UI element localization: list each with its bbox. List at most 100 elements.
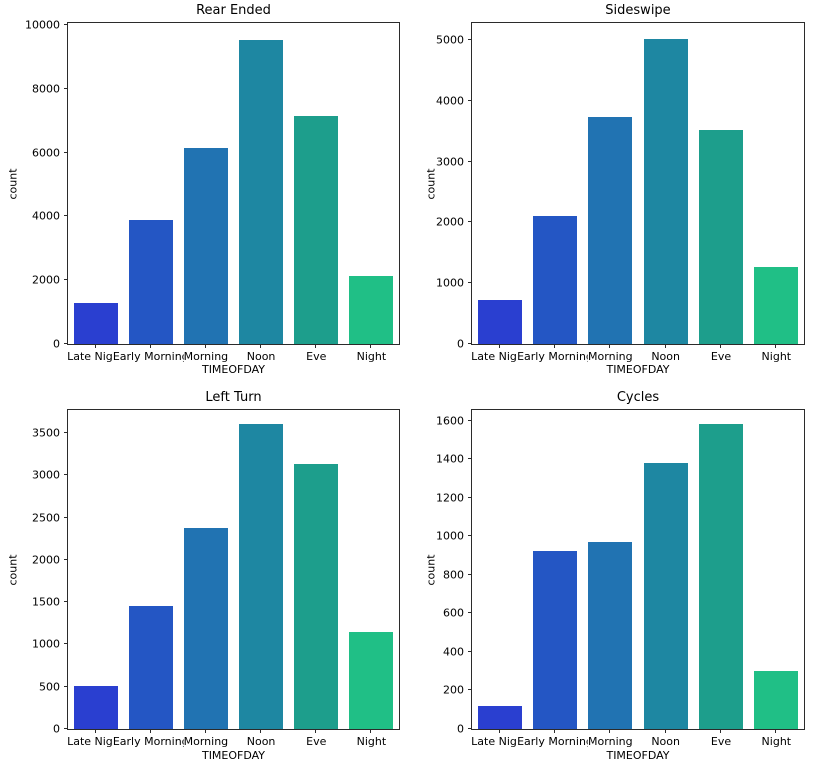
x-tick-label: Eve: [306, 350, 327, 363]
y-tick-label: 8000: [32, 82, 60, 96]
bar-night: [754, 266, 799, 344]
x-axis-label: TIMEOFDAY: [606, 363, 670, 376]
y-tick-mark: [64, 685, 68, 687]
y-axis-label: count: [6, 554, 20, 586]
y-axis-label: count: [6, 168, 20, 200]
x-tick-label: Late Night: [67, 735, 125, 748]
y-tick-label: 2000: [32, 553, 60, 567]
bar-night: [349, 276, 394, 344]
x-tick-label: Night: [356, 350, 387, 363]
x-tick-label: Early Morning: [517, 350, 593, 363]
bar-noon: [239, 39, 284, 344]
plot-area: 0 2000 4000 6000 8000 10000 Late Night Early Mo…: [25, 18, 400, 363]
x-tick-mark: [204, 729, 206, 733]
x-tick-mark: [498, 729, 500, 733]
y-tick-mark: [64, 474, 68, 476]
y-tick-mark: [468, 160, 472, 162]
x-tick-label: Early Morning: [112, 350, 189, 363]
x-tick-mark: [554, 729, 555, 733]
x-tick-mark: [204, 344, 206, 348]
y-tick-mark: [468, 343, 472, 344]
bar-noon: [643, 462, 688, 729]
y-tick-label: 0: [457, 337, 464, 351]
plot-area: 0 1000 2000 3000 4000 5000 Late Night Early Mor…: [436, 22, 805, 363]
y-tick-mark: [64, 23, 68, 25]
y-tick-mark: [468, 496, 472, 498]
x-axis-label: TIMEOFDAY: [201, 363, 266, 376]
x-tick-label: Morning: [183, 350, 229, 363]
x-tick-label: Noon: [651, 735, 680, 748]
chart-title: Left Turn: [205, 390, 262, 405]
bar-night: [349, 631, 394, 729]
bar-eve: [698, 424, 744, 729]
y-tick-label: 3500: [32, 426, 60, 440]
y-tick-mark: [468, 573, 472, 575]
bar-late-night: [477, 705, 522, 729]
y-tick-label: 2500: [32, 511, 60, 525]
y-tick-mark: [468, 282, 472, 284]
x-tick-label: Night: [761, 350, 792, 363]
y-tick-label: 1000: [32, 637, 60, 651]
y-tick-label: 1400: [436, 452, 464, 466]
x-tick-mark: [260, 344, 262, 348]
y-tick-mark: [468, 650, 472, 652]
subplot-cycles: Cycles count 0 200 400 600 800 1000 1200 1400 16…: [420, 390, 840, 778]
y-tick-mark: [64, 643, 68, 645]
chart-title: Cycles: [616, 390, 660, 405]
x-tick-mark: [775, 729, 777, 733]
bar-morning: [588, 116, 633, 344]
y-tick-mark: [468, 99, 472, 101]
chart-title: Sideswipe: [605, 3, 671, 18]
y-tick-label: 5000: [436, 33, 464, 47]
y-axis-label: count: [424, 554, 438, 586]
y-tick-label: 1500: [32, 595, 60, 609]
x-tick-mark: [664, 729, 666, 733]
bar-noon: [239, 423, 284, 729]
y-tick-label: 2000: [436, 215, 464, 229]
y-tick-label: 4000: [436, 94, 464, 108]
x-tick-label: Noon: [246, 350, 276, 363]
y-tick-mark: [64, 516, 68, 518]
y-tick-mark: [468, 612, 472, 614]
y-tick-label: 400: [443, 645, 464, 659]
y-tick-mark: [468, 419, 472, 421]
y-tick-mark: [468, 535, 472, 537]
bar-late-night: [477, 300, 522, 344]
bar-early-morning: [532, 550, 578, 729]
x-tick-mark: [664, 344, 666, 348]
x-tick-label: Noon: [651, 350, 680, 363]
y-tick-label: 200: [443, 683, 464, 697]
bar-noon: [643, 38, 688, 344]
bar-night: [754, 671, 799, 729]
bar-eve: [294, 115, 339, 344]
y-tick-mark: [64, 601, 68, 603]
x-tick-label: Eve: [306, 735, 327, 748]
bar-morning: [588, 541, 633, 729]
y-tick-label: 0: [53, 337, 60, 351]
x-tick-mark: [315, 729, 317, 733]
x-tick-label: Late Night: [471, 735, 529, 748]
x-tick-mark: [554, 344, 555, 348]
x-tick-label: Early Morning: [517, 735, 593, 748]
x-tick-mark: [609, 344, 611, 348]
x-tick-mark: [720, 729, 721, 733]
bar-late-night: [73, 303, 118, 344]
x-tick-label: Eve: [710, 350, 732, 363]
y-tick-label: 1000: [436, 529, 464, 543]
chart-title: Rear Ended: [196, 3, 271, 18]
y-tick-mark: [468, 458, 472, 460]
x-tick-mark: [720, 344, 721, 348]
subplot-rear-ended: Rear Ended count 0 2000 4000 6000 8000 10000 L…: [0, 0, 420, 390]
y-tick-label: 0: [457, 722, 464, 736]
x-axis-label: TIMEOFDAY: [606, 749, 670, 762]
x-tick-label: Morning: [588, 350, 633, 363]
y-tick-mark: [64, 215, 68, 217]
x-tick-label: Morning: [183, 735, 229, 748]
x-tick-mark: [149, 729, 151, 733]
y-tick-label: 600: [443, 606, 464, 620]
x-tick-label: Late Night: [67, 350, 125, 363]
x-tick-label: Night: [761, 735, 792, 748]
x-tick-label: Morning: [588, 735, 633, 748]
y-tick-label: 10000: [25, 18, 60, 32]
